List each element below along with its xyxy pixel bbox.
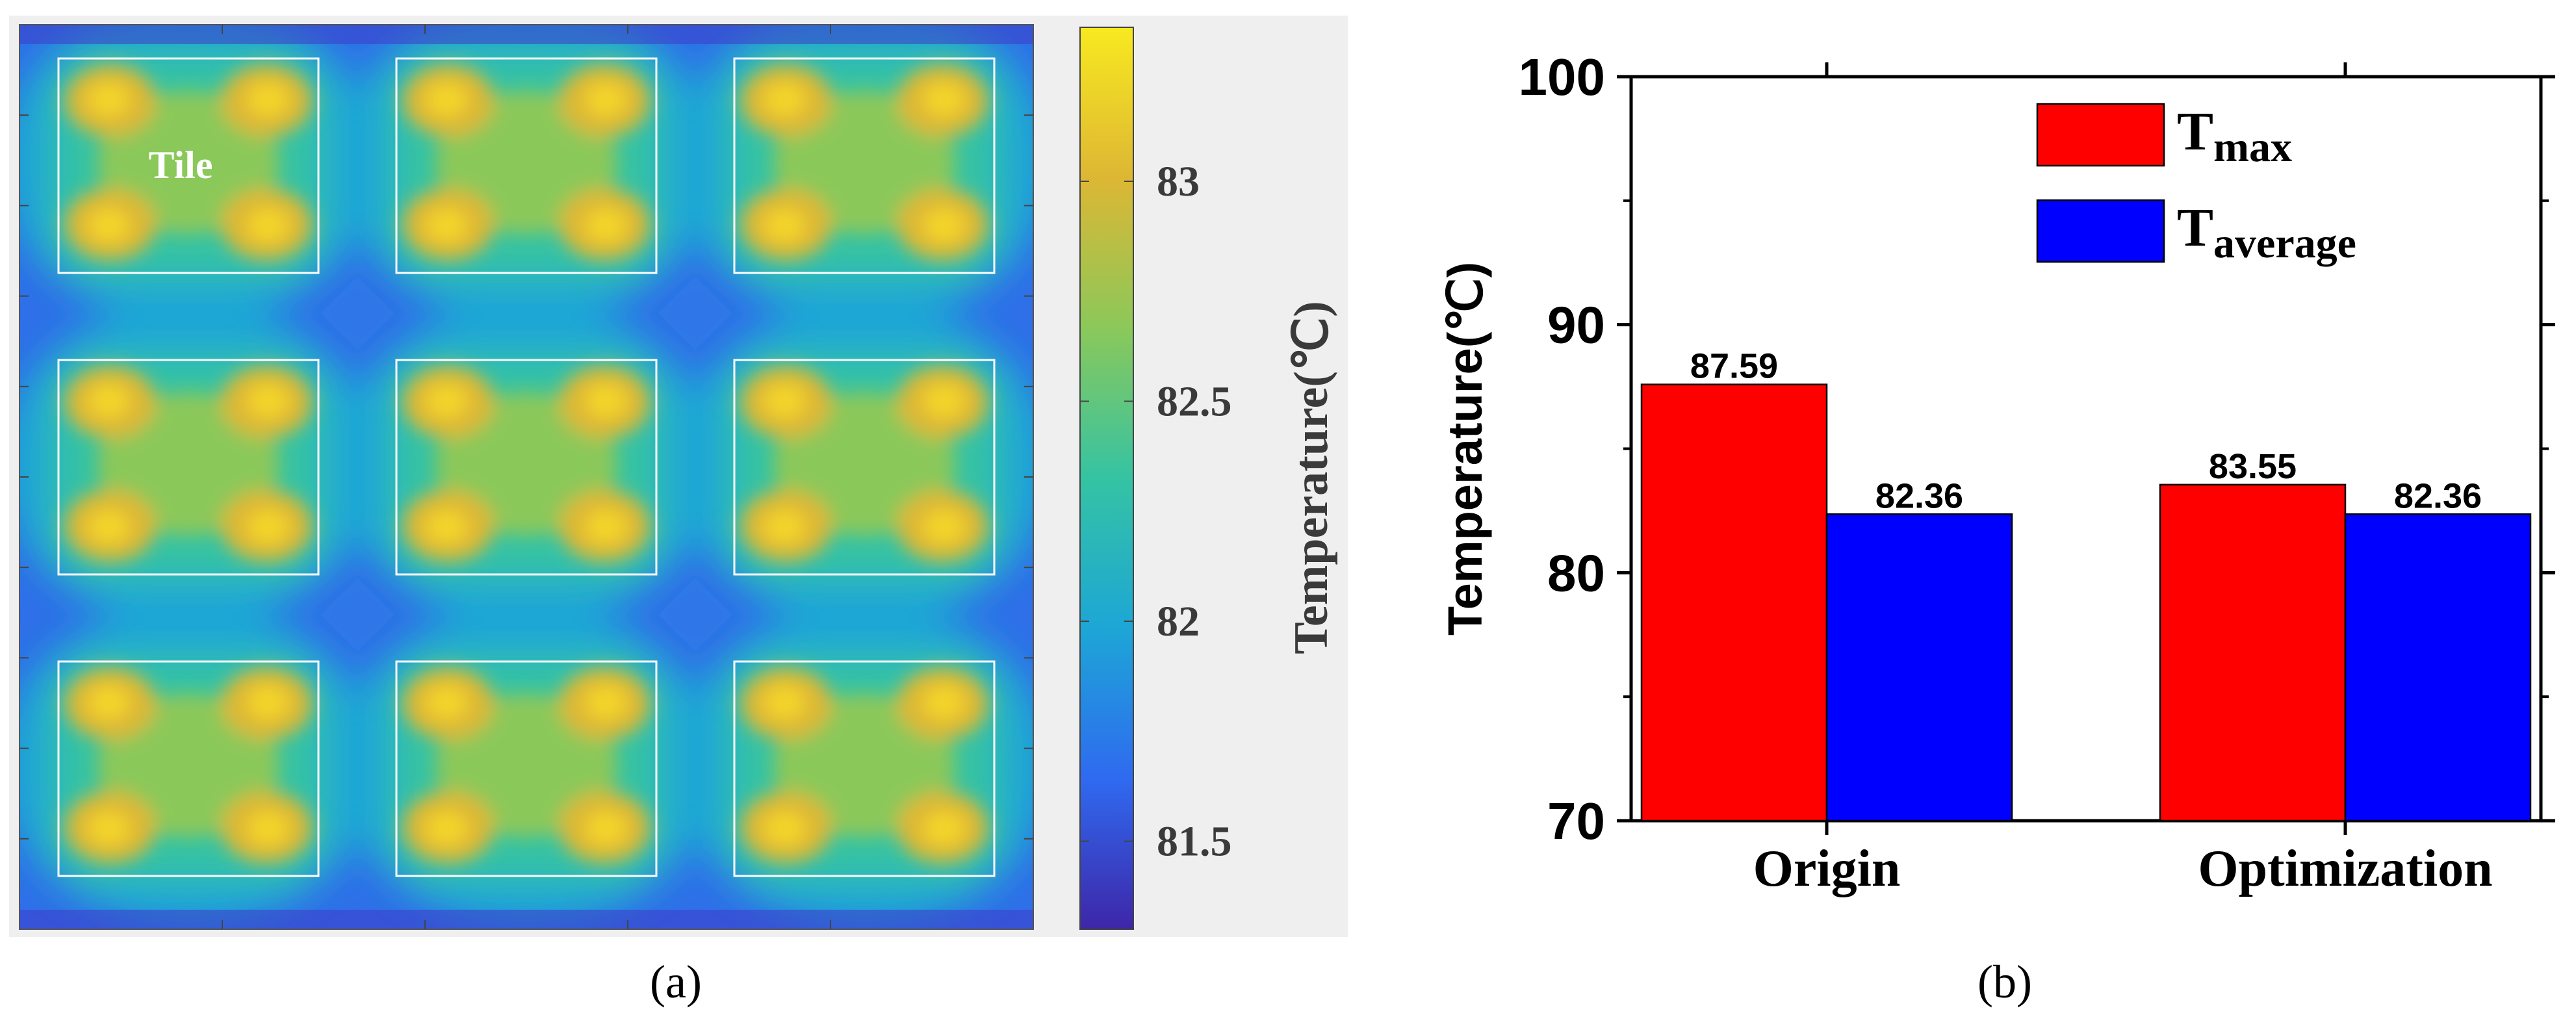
panel-b-caption: (b) <box>1940 955 2070 1009</box>
bar-value-label: 82.36 <box>2394 476 2482 515</box>
panel-a-caption: (a) <box>611 955 741 1009</box>
tile-outline <box>733 359 996 576</box>
heat-peak <box>923 83 965 117</box>
heat-center <box>435 91 617 234</box>
heat-peak <box>923 811 965 845</box>
heat-peak <box>585 686 627 720</box>
heat-peak <box>426 83 468 117</box>
tile-outline <box>395 660 658 877</box>
heat-center <box>97 91 279 234</box>
heat-peak <box>247 686 289 720</box>
heatmap-figure: Tile 81.5 82 82.5 83 Temperature(℃) <box>9 16 1348 937</box>
heat-peak <box>764 384 806 418</box>
heat-peak <box>426 811 468 845</box>
heat-peak <box>88 83 130 117</box>
panel-b-bar-chart: 70 80 90 100 Temperature(℃) 87.59 82.36 Origin 8… <box>1352 0 2576 942</box>
colorbar-tick-label: 82 <box>1157 598 1200 645</box>
heat-peak <box>426 509 468 544</box>
panel-a-caption-text: (a) <box>650 956 702 1008</box>
y-tick-label: 80 <box>1547 544 1605 602</box>
heat-peak <box>585 384 627 418</box>
heat-center <box>435 694 617 837</box>
tile-outline <box>733 660 996 877</box>
heat-peak <box>585 83 627 117</box>
tile-outline <box>57 359 320 576</box>
y-tick-label: 90 <box>1547 296 1605 354</box>
heat-peak <box>764 83 806 117</box>
colorbar-tick-label: 82.5 <box>1157 378 1232 426</box>
x-tick-label: Origin <box>1753 840 1901 897</box>
tile-outline <box>57 660 320 877</box>
heat-peak <box>88 811 130 845</box>
tile-outline <box>57 57 320 274</box>
heat-peak <box>247 83 289 117</box>
heat-center <box>435 392 617 535</box>
heat-peak <box>923 208 965 242</box>
bar-taverage-optimization <box>2344 513 2532 822</box>
colorbar-gradient <box>1079 27 1134 930</box>
colorbar-title: Temperature(℃) <box>1285 301 1338 654</box>
x-tick-label: Optimization <box>2198 840 2492 897</box>
heat-peak <box>764 208 806 242</box>
tile-outline <box>733 57 996 274</box>
legend-swatch-tmax <box>2036 103 2165 167</box>
heat-peak <box>247 384 289 418</box>
heat-peak <box>764 686 806 720</box>
tile-label: Tile <box>149 144 213 186</box>
tile-outline <box>395 57 658 274</box>
heat-center <box>773 694 955 837</box>
heat-peak <box>923 509 965 544</box>
heat-peak <box>247 811 289 845</box>
legend-swatch-taverage <box>2036 199 2165 263</box>
heat-center <box>97 694 279 837</box>
colorbar-tick-label: 83 <box>1157 158 1200 205</box>
bar-tmax-origin <box>1640 383 1828 822</box>
bar-value-label: 83.55 <box>2209 447 2297 486</box>
tile-outline <box>395 359 658 576</box>
heat-peak <box>585 208 627 242</box>
heat-peak <box>247 208 289 242</box>
heat-peak <box>88 686 130 720</box>
heat-peak <box>88 208 130 242</box>
heat-center <box>97 392 279 535</box>
bar-chart: 70 80 90 100 Temperature(℃) 87.59 82.36 Origin 8… <box>1438 48 2555 897</box>
colorbar-tick-label: 81.5 <box>1157 818 1232 866</box>
heat-peak <box>426 686 468 720</box>
heat-peak <box>88 384 130 418</box>
heat-peak <box>426 384 468 418</box>
heatmap-plot-area <box>19 25 1033 929</box>
panel-a-heatmap: Tile 81.5 82 82.5 83 Temperature(℃) <box>0 0 1352 942</box>
bar-value-label: 87.59 <box>1690 347 1778 386</box>
cold-edge-top <box>19 25 1033 44</box>
heat-peak <box>88 509 130 544</box>
legend-label-tmax: Tmax <box>2177 101 2292 171</box>
heat-center <box>773 91 955 234</box>
heat-peak <box>923 686 965 720</box>
bar-taverage-origin <box>1825 513 2013 822</box>
colorbar: 81.5 82 82.5 83 <box>1079 27 1232 930</box>
y-axis-label: Temperature(℃) <box>1438 262 1492 636</box>
heat-peak <box>426 208 468 242</box>
legend-label-taverage: Taverage <box>2177 198 2356 267</box>
cold-edge-bottom <box>19 910 1033 929</box>
heat-peak <box>923 384 965 418</box>
bar-tmax-optimization <box>2159 483 2347 822</box>
y-tick-label: 100 <box>1519 48 1605 106</box>
bar-value-label: 82.36 <box>1875 476 1963 515</box>
heat-peak <box>764 509 806 544</box>
heat-center <box>773 392 955 535</box>
panel-b-caption-text: (b) <box>1977 956 2032 1008</box>
heat-peak <box>247 509 289 544</box>
y-tick-label: 70 <box>1547 792 1605 850</box>
heat-peak <box>585 509 627 544</box>
heat-peak <box>764 811 806 845</box>
heat-peak <box>585 811 627 845</box>
